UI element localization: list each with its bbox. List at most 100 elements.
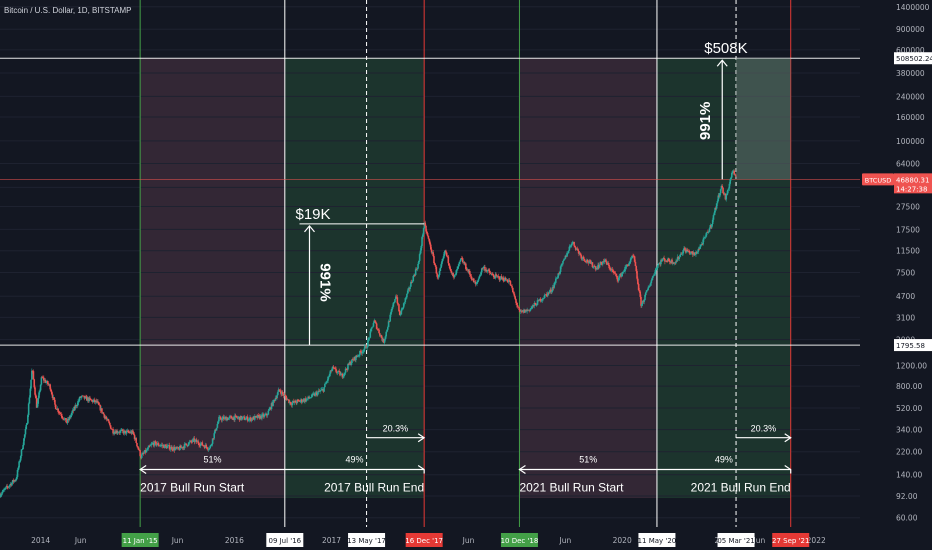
candle-body-479 [380, 335, 383, 338]
candle-body-681 [541, 299, 544, 301]
candle-body-252 [199, 443, 202, 446]
candle-body-288 [228, 416, 231, 419]
candle-body-380 [301, 401, 304, 403]
candle-body-876 [696, 251, 699, 254]
candle-body-708 [562, 259, 565, 261]
candle-body-308 [244, 419, 247, 421]
run-start-2021-label: 2021 Bull Run Start [519, 481, 624, 495]
candle-body-591 [469, 274, 472, 277]
price-lines-layer [0, 57, 860, 346]
candle-body-696 [553, 283, 556, 288]
candle-body-240 [190, 440, 192, 442]
candle-body-455 [361, 351, 364, 354]
candle-body-437 [347, 363, 349, 370]
candle-body-237 [187, 442, 190, 446]
candle-body-373 [296, 400, 298, 404]
candle-body-704 [559, 266, 562, 272]
candle-body-555 [441, 261, 443, 265]
candle-body-172 [136, 442, 138, 447]
price-tick-13: 4700 [896, 292, 915, 301]
time-axis[interactable]: 2014JunJun20162017JunJun202020Jun2022 [0, 527, 932, 550]
candle-body-260 [206, 446, 208, 449]
candle-body-173 [136, 446, 139, 448]
candle-body-817 [649, 283, 652, 286]
candle-body-245 [194, 440, 196, 442]
candle-body-365 [289, 401, 292, 405]
zone-0 [140, 58, 285, 499]
candle-body-858 [682, 250, 685, 254]
candle-body-79 [62, 417, 64, 419]
candle-body-412 [327, 376, 329, 381]
grid-layer [0, 6, 860, 519]
candle-body-422 [335, 368, 337, 372]
candle-body-358 [284, 394, 286, 396]
candle-body-673 [535, 303, 537, 306]
candle-body-646 [513, 293, 516, 297]
candle-body-782 [621, 271, 624, 274]
candle-body-714 [567, 250, 570, 254]
price-axis[interactable]: 1400000 900000 600000 380000 240000 160000 100… [860, 0, 932, 550]
candle-body-922 [733, 170, 735, 175]
candle-body-886 [704, 236, 707, 238]
candle-body-519 [412, 275, 415, 282]
candle-body-527 [418, 254, 421, 261]
candle-body-853 [678, 257, 681, 260]
candle-body-503 [399, 314, 402, 316]
candle-body-807 [641, 301, 644, 304]
date-badge-4 [500, 533, 538, 547]
date-badge-text-6: 05 Mar '21 [717, 537, 754, 545]
candle-body-770 [612, 270, 614, 273]
candle-body-188 [148, 445, 151, 447]
candle-body-909 [723, 193, 725, 195]
date-badge-text-0: 11 Jan '15 [123, 537, 158, 545]
candle-body-207 [164, 444, 166, 449]
candle-body-38 [29, 388, 32, 398]
candle-body-6 [3, 488, 6, 490]
candle-body-823 [654, 270, 657, 275]
candle-body-821 [652, 275, 655, 277]
candle-body-338 [268, 409, 270, 411]
candle-body-684 [543, 294, 546, 298]
candle-body-333 [264, 414, 266, 416]
price-tick-7: 64000 [896, 160, 920, 169]
candle-body-169 [133, 434, 136, 440]
candle-body-427 [339, 371, 341, 376]
candle-body-815 [648, 286, 650, 288]
candle-body-697 [554, 282, 556, 284]
candle-body-477 [379, 333, 381, 336]
candle-body-138 [109, 423, 111, 426]
candle-body-341 [270, 403, 273, 410]
candle-body-143 [113, 433, 115, 435]
candle-body-91 [71, 410, 74, 413]
candle-body-811 [644, 292, 647, 296]
candle-body-628 [499, 279, 501, 281]
candle-body-456 [362, 351, 364, 353]
candle-body-452 [359, 350, 361, 356]
candle-body-725 [576, 248, 579, 250]
date-badge-text-2: 13 May '17 [347, 537, 386, 545]
candle-body-83 [65, 418, 67, 423]
candle-body-544 [432, 252, 434, 257]
candle-body-493 [391, 306, 394, 309]
candle-body-745 [592, 266, 595, 268]
candle-body-576 [457, 264, 460, 267]
candle-body-600 [476, 280, 479, 283]
candle-body-820 [652, 276, 654, 278]
candle-body-266 [211, 443, 213, 446]
candle-body-50 [39, 390, 41, 393]
candle-body-908 [722, 187, 724, 194]
candle-body-854 [679, 254, 681, 258]
candle-body-534 [424, 222, 427, 226]
current-symbol-text: BTCUSD [865, 176, 891, 184]
candle-body-210 [166, 446, 169, 449]
candle-body-595 [472, 278, 475, 283]
candle-body-46 [35, 398, 38, 408]
price-tick-11: 11500 [896, 247, 920, 256]
price-axis-bg [860, 0, 932, 550]
candle-body-267 [211, 438, 214, 444]
candle-body-304 [241, 417, 243, 420]
candle-body-637 [506, 279, 509, 282]
candle-body-710 [564, 255, 567, 259]
